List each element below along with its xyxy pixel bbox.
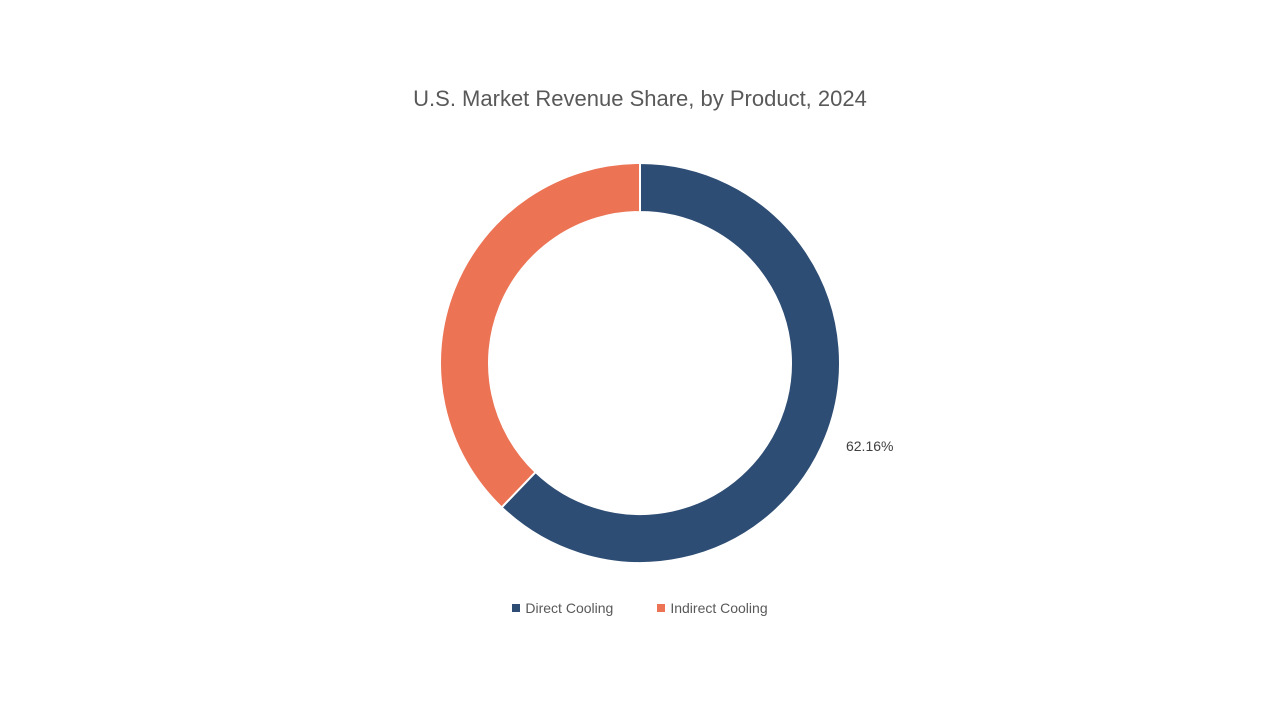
chart-title: U.S. Market Revenue Share, by Product, 2…	[413, 86, 867, 111]
legend-label-indirect-cooling: Indirect Cooling	[670, 600, 768, 616]
legend-swatch-direct-cooling	[512, 604, 521, 612]
donut-slice-direct-cooling[interactable]	[500, 161, 841, 564]
legend-swatch-indirect-cooling	[657, 604, 666, 612]
chart-legend: Direct Cooling Indirect Cooling	[0, 600, 1280, 616]
legend-item-indirect-cooling[interactable]: Indirect Cooling	[657, 600, 768, 616]
legend-label-direct-cooling: Direct Cooling	[525, 600, 614, 616]
data-label-direct-cooling: 62.16%	[846, 438, 893, 454]
legend-item-direct-cooling[interactable]: Direct Cooling	[512, 600, 613, 616]
donut-slice-indirect-cooling[interactable]	[439, 161, 641, 509]
